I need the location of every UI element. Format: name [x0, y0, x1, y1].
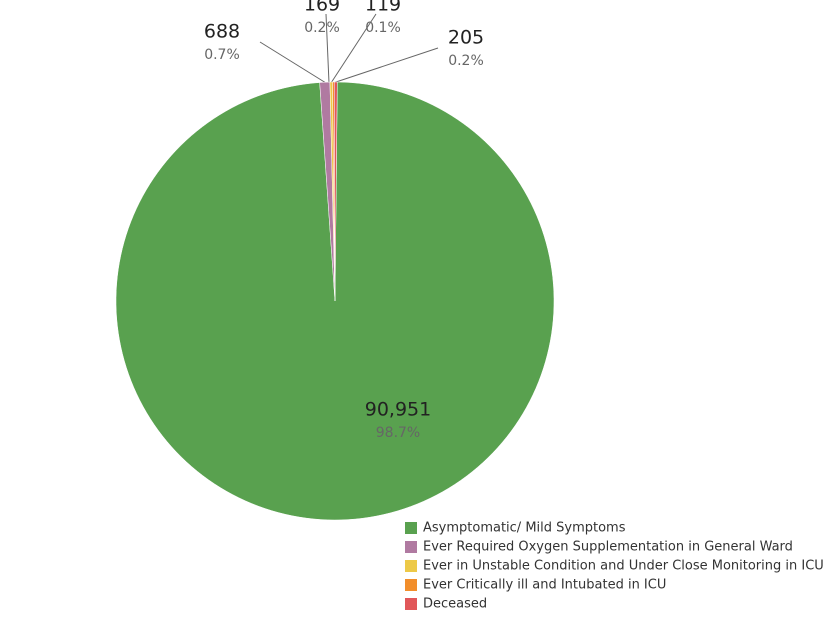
legend-swatch	[405, 598, 417, 610]
pie-slice	[115, 81, 555, 521]
legend-label: Ever Critically ill and Intubated in ICU	[423, 578, 666, 593]
value-label: 169	[304, 0, 340, 16]
legend-swatch	[405, 579, 417, 591]
percent-label: 98.7%	[376, 425, 420, 441]
value-label: 119	[365, 0, 401, 16]
legend-label: Ever in Unstable Condition and Under Clo…	[423, 559, 824, 574]
legend-swatch	[405, 541, 417, 553]
legend-label: Ever Required Oxygen Supplementation in …	[423, 540, 793, 555]
value-label: 205	[448, 27, 484, 49]
value-label: 90,951	[365, 399, 431, 421]
legend-swatch	[405, 560, 417, 572]
percent-label: 0.2%	[448, 53, 484, 69]
leader-line	[259, 41, 327, 84]
leader-line	[330, 13, 377, 84]
legend-label: Deceased	[423, 597, 487, 612]
legend-label: Asymptomatic/ Mild Symptoms	[423, 521, 626, 536]
pie-slice	[333, 81, 338, 302]
percent-label: 0.7%	[204, 47, 240, 63]
value-label: 688	[204, 21, 240, 43]
percent-label: 0.1%	[365, 20, 401, 36]
percent-label: 0.2%	[304, 20, 340, 36]
leader-line	[332, 47, 439, 84]
legend-swatch	[405, 522, 417, 534]
leader-line	[325, 13, 330, 84]
